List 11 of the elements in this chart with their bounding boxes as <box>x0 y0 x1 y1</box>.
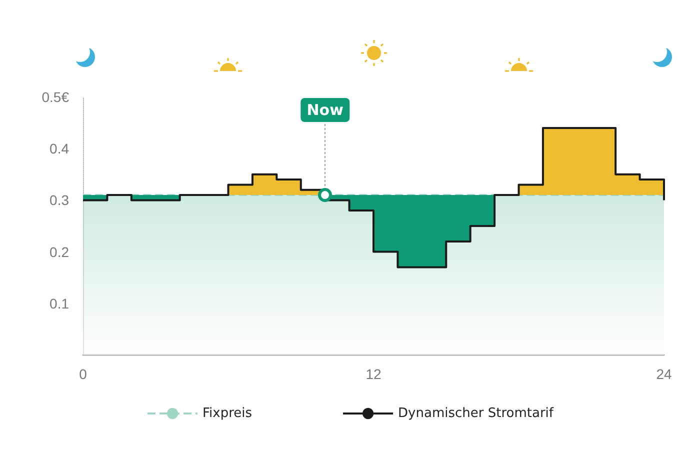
y-tick-label: 0.1 <box>50 295 70 312</box>
legend-label: Dynamischer Stromtarif <box>398 406 554 421</box>
x-tick-label: 24 <box>656 366 672 382</box>
annotation: Now <box>300 98 350 122</box>
x-tick-label: 0 <box>79 366 88 382</box>
y-tick-label: 0.5€ <box>42 89 70 105</box>
y-tick-label: 0.3 <box>50 192 70 208</box>
x-tick-label: 12 <box>366 366 382 382</box>
y-tick-label: 0.4 <box>50 140 70 157</box>
legend-label: Fixpreis <box>202 406 252 421</box>
y-tick-label: 0.2 <box>50 244 70 260</box>
